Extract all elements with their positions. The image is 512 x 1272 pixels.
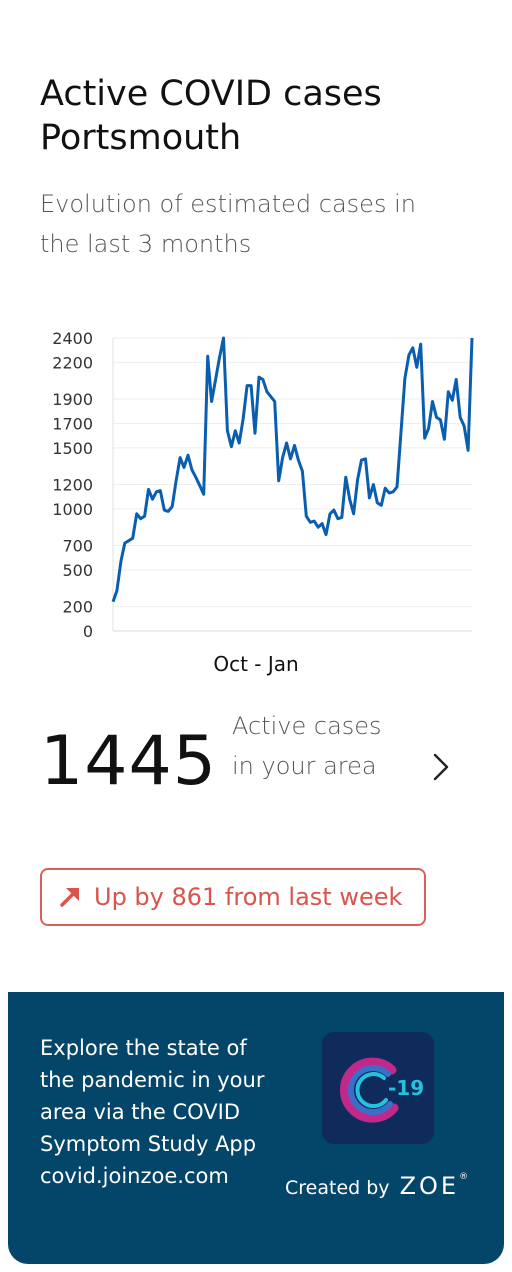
promo-description: Explore the state of the pandemic in you… <box>40 1036 265 1156</box>
app-icon-label: -19 <box>388 1076 424 1100</box>
covid-app-icon[interactable]: -19 <box>322 1032 434 1144</box>
page-subtitle: Evolution of estimated cases in the last… <box>40 190 416 258</box>
y-tick-label: 0 <box>83 622 93 641</box>
y-tick-label: 1200 <box>52 476 93 495</box>
y-tick-label: 1500 <box>52 439 93 458</box>
page-title: Active COVID cases Portsmouth <box>40 74 382 158</box>
x-axis-label: Oct - Jan <box>213 652 299 676</box>
series-line-0 <box>111 336 474 603</box>
credit-line: Created by ZOE® <box>285 1172 485 1200</box>
active-cases-label: Active cases in your area <box>232 712 382 780</box>
y-tick-label: 2400 <box>52 329 93 348</box>
promo-banner: Explore the state of the pandemic in you… <box>8 992 504 1264</box>
weekly-trend-text: Up by 861 from last week <box>94 883 403 911</box>
registered-mark: ® <box>459 1172 469 1182</box>
y-tick-label: 1000 <box>52 500 93 519</box>
y-tick-label: 1700 <box>52 414 93 433</box>
y-tick-label: 2200 <box>52 353 93 372</box>
y-tick-label: 200 <box>62 598 93 617</box>
chevron-right-icon[interactable] <box>426 750 456 784</box>
arrow-up-right-icon <box>60 888 79 907</box>
promo-text-block: Explore the state of the pandemic in you… <box>40 1032 280 1192</box>
cases-line-chart: 0 200 500 700 1000 1200 1500 1700 1900 2200 2400 <box>52 329 474 641</box>
y-tick-label: 500 <box>62 561 93 580</box>
y-tick-label: 1900 <box>52 390 93 409</box>
y-tick-label: 700 <box>62 537 93 556</box>
active-cases-value: 1445 <box>40 722 218 801</box>
zoe-logo: ZOE <box>399 1172 460 1200</box>
promo-link[interactable]: covid.joinzoe.com <box>40 1164 229 1188</box>
active-cases-stat[interactable]: 1445 Active cases in your area <box>40 700 480 830</box>
weekly-trend-badge[interactable]: Up by 861 from last week <box>40 868 426 926</box>
cases-chart: 0 200 500 700 1000 1200 1500 1700 1900 2200 2400 <box>0 320 512 690</box>
credit-prefix: Created by <box>285 1177 390 1199</box>
